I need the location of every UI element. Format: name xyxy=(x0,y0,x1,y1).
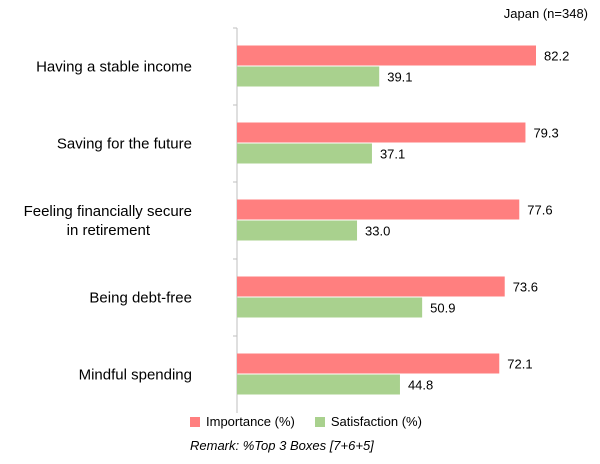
data-label-importance-saving-for-the-future: 79.3 xyxy=(533,126,558,141)
bar-satisfaction-saving-for-the-future xyxy=(237,143,372,164)
legend-swatch-satisfaction xyxy=(314,416,325,427)
chart-subtitle: Japan (n=348) xyxy=(503,6,588,21)
category-label-feeling-financially-secure-in-retirement: Feeling financially secure in retirement xyxy=(24,203,192,239)
data-label-importance-being-debt-free: 73.6 xyxy=(513,280,538,295)
bar-importance-feeling-financially-secure-in-retirement xyxy=(237,199,520,220)
bar-importance-saving-for-the-future xyxy=(237,122,526,143)
data-label-importance-having-a-stable-income: 82.2 xyxy=(544,49,569,64)
bar-importance-mindful-spending xyxy=(237,353,500,374)
data-label-importance-feeling-financially-secure-in-retirement: 77.6 xyxy=(527,203,552,218)
category-label-saving-for-the-future: Saving for the future xyxy=(57,136,192,153)
legend-label-satisfaction: Satisfaction (%) xyxy=(330,414,422,429)
bar-satisfaction-mindful-spending xyxy=(237,374,400,395)
data-label-satisfaction-saving-for-the-future: 37.1 xyxy=(380,147,405,162)
category-label-mindful-spending: Mindful spending xyxy=(79,367,192,384)
legend-item-satisfaction: Satisfaction (%) xyxy=(314,414,422,429)
data-label-satisfaction-mindful-spending: 44.8 xyxy=(408,378,433,393)
bar-satisfaction-being-debt-free xyxy=(237,297,423,318)
legend-label-importance: Importance (%) xyxy=(206,414,295,429)
chart-remark: Remark: %Top 3 Boxes [7+6+5] xyxy=(190,438,374,453)
legend: Importance (%) Satisfaction (%) xyxy=(190,414,442,429)
data-label-satisfaction-being-debt-free: 50.9 xyxy=(430,301,455,316)
bar-importance-being-debt-free xyxy=(237,276,505,297)
category-label-being-debt-free: Being debt-free xyxy=(89,290,192,307)
bar-satisfaction-having-a-stable-income xyxy=(237,66,380,87)
data-label-satisfaction-feeling-financially-secure-in-retirement: 33.0 xyxy=(365,224,390,239)
data-label-satisfaction-having-a-stable-income: 39.1 xyxy=(387,70,412,85)
legend-item-importance: Importance (%) xyxy=(190,414,295,429)
legend-swatch-importance xyxy=(190,416,200,427)
data-label-importance-mindful-spending: 72.1 xyxy=(507,357,532,372)
bar-satisfaction-feeling-financially-secure-in-retirement xyxy=(237,220,358,241)
bar-importance-having-a-stable-income xyxy=(237,45,536,66)
category-label-having-a-stable-income: Having a stable income xyxy=(36,59,192,76)
